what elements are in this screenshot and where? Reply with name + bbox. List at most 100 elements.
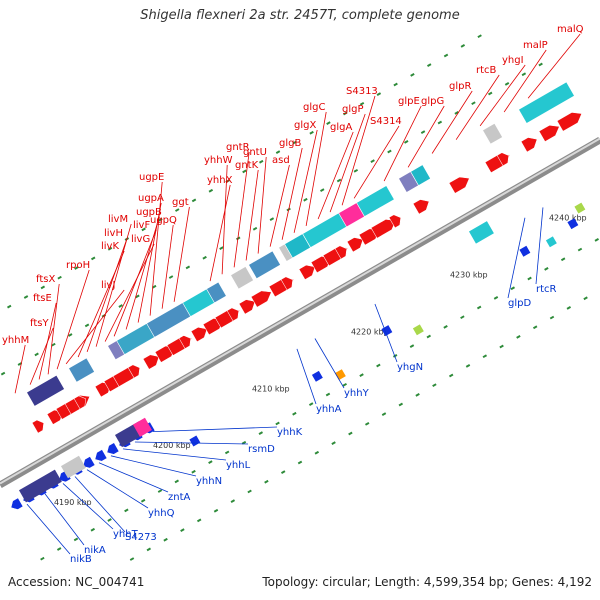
forward-feature-block[interactable] <box>26 374 65 407</box>
forward-gene-arrow[interactable] <box>412 196 432 215</box>
forward-gene-label-livJ[interactable]: livJ <box>65 280 125 365</box>
reverse-feature-block[interactable] <box>468 221 494 244</box>
forward-gene-arrow[interactable] <box>238 296 258 315</box>
reverse-gene-label-rsmD[interactable]: rsmD <box>134 441 275 455</box>
forward-gene-label-glpR[interactable]: glpR <box>431 81 473 154</box>
reverse-feature-marker[interactable] <box>412 324 424 336</box>
reverse-gene-label-yhhA[interactable]: yhhA <box>296 348 342 415</box>
forward-gene-arrow[interactable] <box>268 274 297 298</box>
reverse-gene-label-yhhT[interactable]: yhhT <box>62 483 139 540</box>
reverse-feature-marker[interactable] <box>567 218 579 230</box>
reverse-feature-marker[interactable] <box>519 245 531 257</box>
forward-gene-label-asd[interactable]: asd <box>269 155 290 247</box>
forward-feature-block[interactable] <box>230 266 254 290</box>
forward-gene-label-gntK[interactable]: gntK <box>235 160 259 261</box>
forward-gene-label-ugpB[interactable]: ugpB <box>125 207 162 330</box>
forward-gene-arrow[interactable] <box>484 150 513 174</box>
forward-gene-arrow[interactable] <box>166 333 195 356</box>
forward-gene-label-yhhM[interactable]: yhhM <box>2 335 29 394</box>
forward-gene-arrow[interactable] <box>31 418 47 434</box>
reverse-feature-block[interactable] <box>60 455 86 479</box>
forward-gene-arrow[interactable] <box>178 333 194 349</box>
forward-gene-label-ftsX[interactable]: ftsX <box>36 274 60 375</box>
forward-gene-label-malQ[interactable]: malQ <box>527 24 584 99</box>
forward-feature-block[interactable] <box>410 164 431 186</box>
forward-feature-block[interactable] <box>482 122 503 145</box>
reverse-gene-label-yhgN[interactable]: yhgN <box>374 303 423 373</box>
forward-feature-block[interactable] <box>518 81 575 124</box>
forward-gene-arrow[interactable] <box>190 324 210 343</box>
reverse-gene-label-nikB[interactable]: nikB <box>26 503 92 565</box>
reverse-gene-label-yhhL[interactable]: yhhL <box>122 448 251 471</box>
reverse-gene-label-yhhY[interactable]: yhhY <box>314 338 370 399</box>
forward-gene-arrow[interactable] <box>496 150 512 167</box>
forward-gene-label-ugpA[interactable]: ugpA <box>137 193 164 323</box>
forward-gene-arrow[interactable] <box>250 287 274 308</box>
forward-gene-arrow[interactable] <box>388 212 404 229</box>
forward-gene-label-glgB[interactable]: glgB <box>279 138 303 240</box>
reverse-feature-marker[interactable] <box>574 202 586 214</box>
reverse-gene-arrow[interactable] <box>8 497 24 512</box>
forward-feature-block[interactable] <box>182 288 215 317</box>
forward-gene-label-ftsE[interactable]: ftsE <box>33 293 57 380</box>
forward-gene-label-rpoH[interactable]: rpoH <box>56 260 90 370</box>
forward-gene-label-S4313[interactable]: S4313 <box>341 86 378 206</box>
forward-gene-arrow[interactable] <box>322 243 351 267</box>
reverse-feature-marker[interactable] <box>545 236 557 248</box>
forward-gene-arrow[interactable] <box>127 363 143 379</box>
forward-gene-label-livM[interactable]: livM <box>95 214 132 347</box>
forward-gene-label-yhhX[interactable]: yhhX <box>207 175 233 282</box>
forward-gene-arrow[interactable] <box>520 134 540 153</box>
forward-gene-arrow[interactable] <box>556 108 585 132</box>
forward-gene-label-glgP[interactable]: glgP <box>329 104 366 213</box>
forward-feature-block[interactable] <box>68 357 95 383</box>
forward-gene-label-livF[interactable]: livF <box>113 220 157 337</box>
forward-gene-label-malP[interactable]: malP <box>503 40 548 113</box>
forward-gene-arrow[interactable] <box>298 262 318 280</box>
reverse-gene-label-nikA[interactable]: nikA <box>44 493 106 556</box>
reverse-gene-label-yhhQ[interactable]: yhhQ <box>86 469 175 519</box>
reverse-feature-marker[interactable] <box>311 370 323 382</box>
forward-gene-label-glpE[interactable]: glpE <box>383 96 422 182</box>
forward-gene-label-S4314[interactable]: S4314 <box>353 116 402 199</box>
forward-gene-arrow[interactable] <box>538 121 562 142</box>
reverse-gene-label-yhhK[interactable]: yhhK <box>152 426 303 438</box>
forward-gene-label-ggt[interactable]: ggt <box>172 197 190 302</box>
forward-gene-label-gntU[interactable]: gntU <box>243 147 267 254</box>
reverse-gene-arrow[interactable] <box>56 469 72 484</box>
forward-gene-label-gntR[interactable]: gntR <box>226 142 250 268</box>
forward-feature-block[interactable] <box>248 250 281 280</box>
forward-gene-label-glpG[interactable]: glpG <box>407 96 445 168</box>
forward-gene-arrow[interactable] <box>334 244 350 260</box>
forward-gene-arrow[interactable] <box>142 351 162 370</box>
reverse-feature-marker[interactable] <box>189 435 201 447</box>
forward-gene-arrow[interactable] <box>448 173 472 194</box>
reverse-feature-block[interactable] <box>132 417 152 437</box>
forward-gene-arrow[interactable] <box>280 275 296 291</box>
forward-gene-arrow[interactable] <box>226 306 242 322</box>
reverse-gene-arrow[interactable] <box>92 449 108 464</box>
reverse-feature-block[interactable] <box>18 469 62 503</box>
forward-gene-label-glgX[interactable]: glgX <box>293 120 318 233</box>
reverse-gene-label-yhhN[interactable]: yhhN <box>110 455 222 487</box>
forward-gene-arrow[interactable] <box>346 234 366 253</box>
reverse-gene-label-glpD[interactable]: glpD <box>507 217 531 309</box>
forward-gene-label-glgA[interactable]: glgA <box>317 122 354 220</box>
forward-gene-label-ugpQ[interactable]: ugpQ <box>150 215 177 309</box>
reverse-gene-label-zntA[interactable]: zntA <box>98 462 191 503</box>
forward-gene-label-yhgI[interactable]: yhgI <box>479 55 526 127</box>
forward-gene-arrow[interactable] <box>214 305 243 329</box>
reverse-gene-arrow[interactable] <box>104 442 120 457</box>
reverse-gene-label-S4273[interactable]: S4273 <box>74 476 157 543</box>
forward-gene-label-livH[interactable]: livH <box>86 228 128 352</box>
forward-gene-label-ftsY[interactable]: ftsY <box>29 318 54 385</box>
reverse-gene-arrow[interactable] <box>80 456 96 470</box>
forward-gene-label-glgC[interactable]: glgC <box>303 102 327 227</box>
forward-gene-label-yhhW[interactable]: yhhW <box>204 155 233 275</box>
forward-feature-block[interactable] <box>338 202 365 228</box>
forward-gene-label-rtcB[interactable]: rtcB <box>455 65 500 140</box>
forward-gene-arrow[interactable] <box>73 394 89 410</box>
reverse-gene-label-rtcR[interactable]: rtcR <box>535 207 557 295</box>
forward-gene-label-ugpE[interactable]: ugpE <box>139 172 164 316</box>
forward-gene-label-livG[interactable]: livG <box>104 234 155 342</box>
